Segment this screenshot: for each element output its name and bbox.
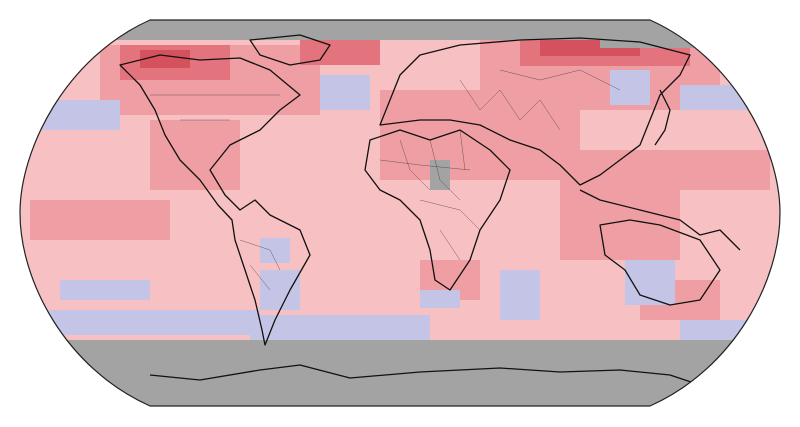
cool-patches [40,70,770,345]
globe-outline [19,19,781,407]
borders [150,69,621,291]
coastlines [119,34,741,386]
